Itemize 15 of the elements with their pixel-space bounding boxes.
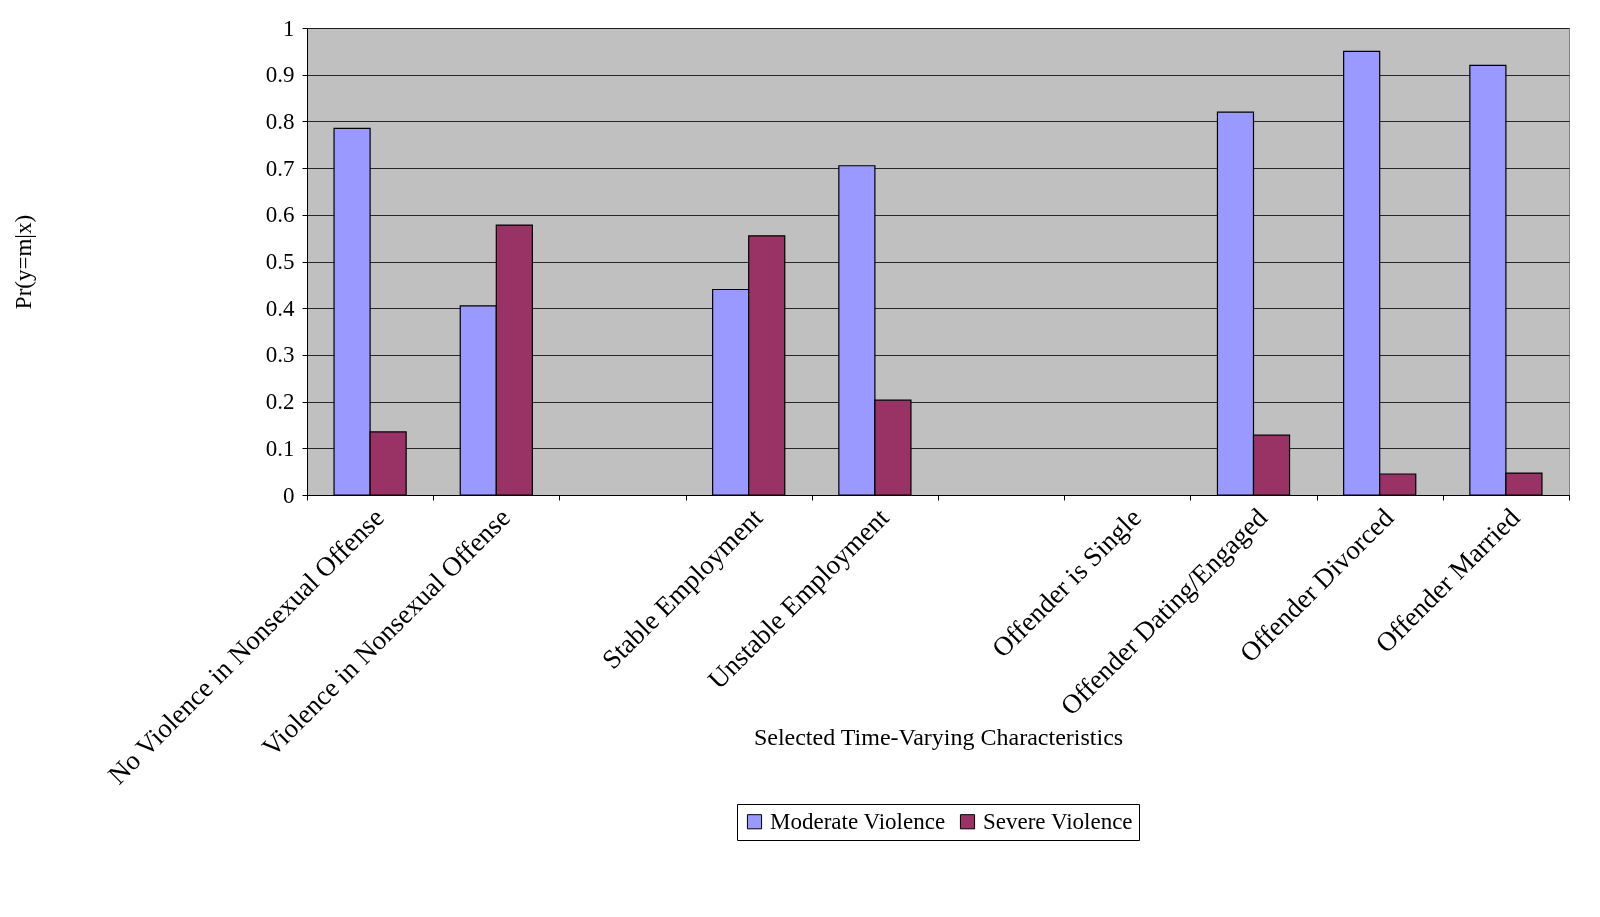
y-tick-label: 0.6 bbox=[265, 202, 295, 228]
y-tick-label: 0 bbox=[283, 482, 295, 508]
y-tick-label: 0.1 bbox=[265, 435, 295, 461]
y-tick-label: 0.7 bbox=[265, 155, 295, 181]
y-tick-label: 0.8 bbox=[265, 108, 295, 134]
y-tick-label: 0.5 bbox=[265, 249, 295, 274]
y-axis-title: Pr(y=m|x) bbox=[10, 214, 36, 310]
y-tick-label: 0.2 bbox=[265, 389, 295, 415]
y-tick-label: 1 bbox=[283, 15, 295, 41]
y-tick-label: 0.3 bbox=[265, 342, 295, 368]
legend-label: Moderate Violence bbox=[770, 808, 946, 834]
legend-label: Severe Violence bbox=[983, 808, 1133, 834]
y-tick-label: 0.9 bbox=[265, 62, 295, 88]
x-axis-title: Selected Time-Varying Characteristics bbox=[753, 723, 1124, 750]
y-tick-label: 0.4 bbox=[265, 295, 295, 321]
